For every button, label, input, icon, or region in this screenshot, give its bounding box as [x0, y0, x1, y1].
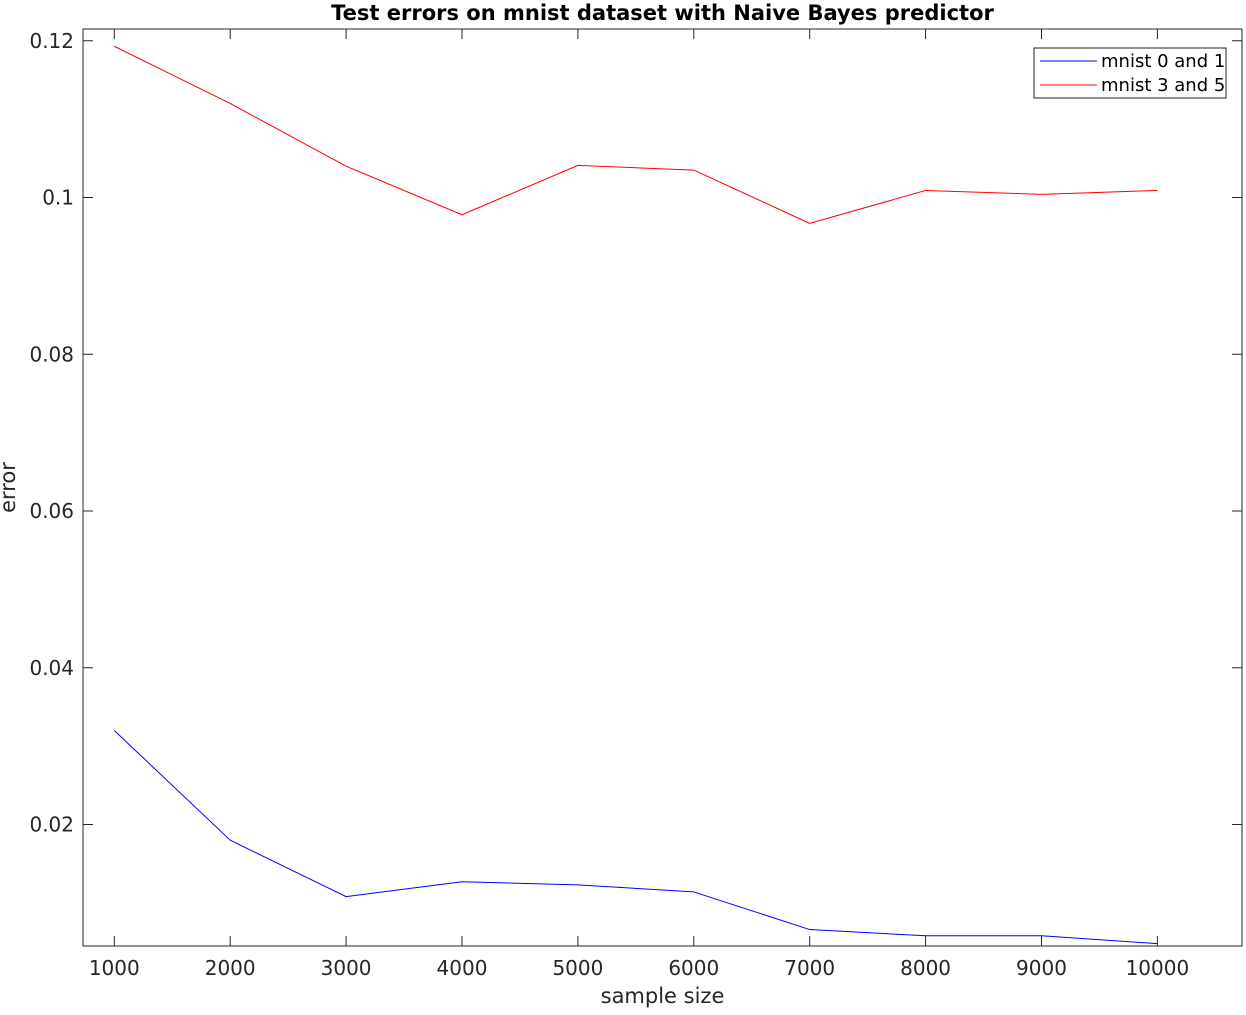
x-axis-ticks: 1000 2000 3000 4000 5000 6000 7000 8000 9000 1000…: [89, 29, 1189, 980]
series-line-2: [114, 45, 1158, 224]
x-tick-label: 3000: [321, 956, 372, 980]
x-axis-label: sample size: [601, 984, 725, 1008]
y-tick-label: 0.08: [29, 342, 74, 366]
x-tick-label: 5000: [552, 956, 603, 980]
legend-box: [1033, 47, 1227, 99]
x-tick-label: 6000: [668, 956, 719, 980]
x-tick-label: 9000: [1016, 956, 1067, 980]
x-tick-label: 4000: [437, 956, 488, 980]
legend: mnist 0 and 1 mnist 3 and 5: [1033, 47, 1227, 99]
chart-title: Test errors on mnist dataset with Naive …: [331, 1, 994, 25]
y-tick-label: 0.06: [29, 499, 74, 523]
y-axis-ticks: 0.02 0.04 0.06 0.08 0.1 0.12: [29, 29, 1242, 837]
plot-area-box: [82, 28, 1243, 947]
x-tick-label: 2000: [205, 956, 256, 980]
series-line-1: [113, 730, 1158, 945]
y-tick-label: 0.1: [42, 186, 74, 210]
series-lines: [113, 45, 1158, 945]
x-tick-label: 7000: [784, 956, 835, 980]
y-axis-label: error: [0, 462, 20, 513]
y-tick-label: 0.02: [29, 813, 74, 837]
x-tick-label: 10000: [1126, 956, 1190, 980]
y-tick-label: 0.12: [29, 29, 74, 53]
legend-entry-2: mnist 3 and 5: [1101, 75, 1225, 96]
x-tick-label: 8000: [900, 956, 951, 980]
legend-entry-1: mnist 0 and 1: [1101, 51, 1225, 72]
y-tick-label: 0.04: [29, 656, 74, 680]
x-tick-label: 1000: [89, 956, 140, 980]
